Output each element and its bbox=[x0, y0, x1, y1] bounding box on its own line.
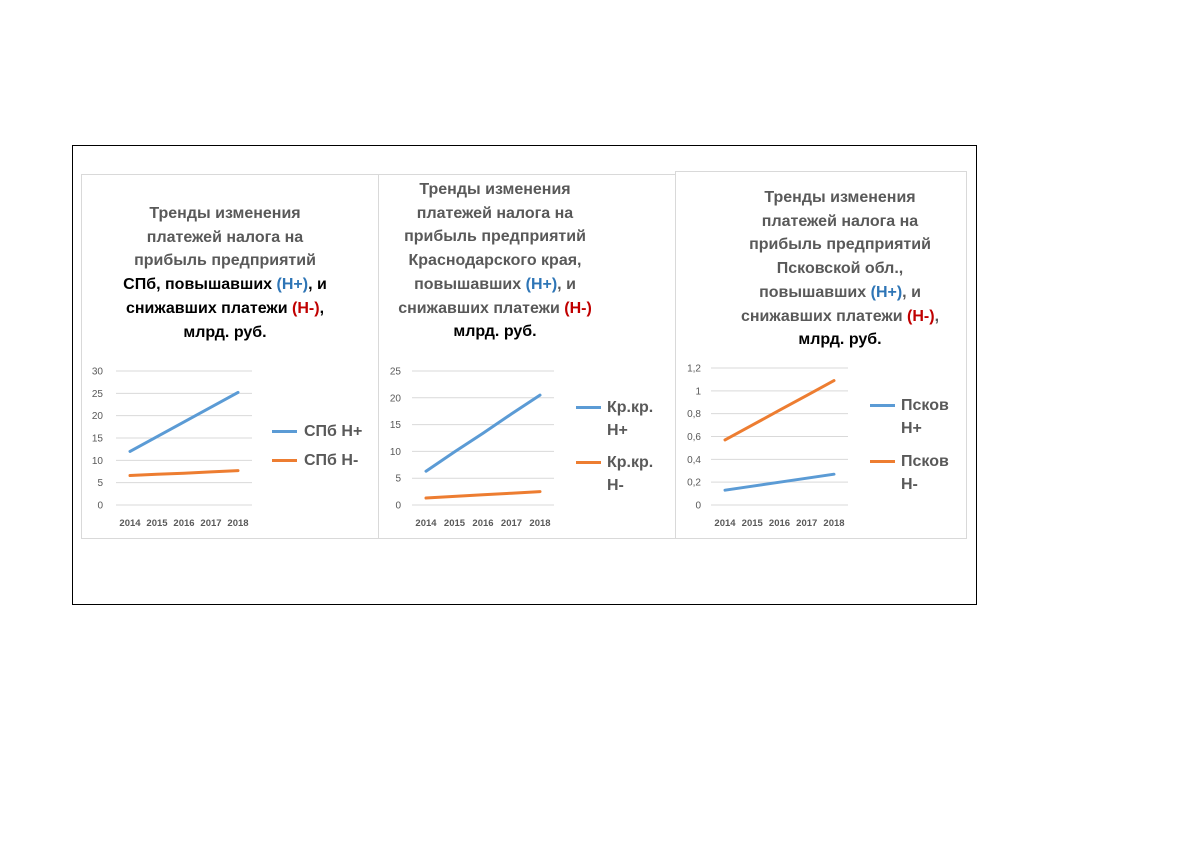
x-tick-label: 2017 bbox=[796, 518, 817, 529]
legend-label-spb-plus: СПб Н+ bbox=[304, 423, 363, 440]
legend-krasnodar: Кр.кр. Н+ Кр.кр. Н- bbox=[576, 396, 676, 506]
y-tick-label: 0,6 bbox=[687, 432, 701, 443]
title-part: платежей налога на bbox=[146, 228, 304, 246]
legend-label-pskov-minus: Псков Н- bbox=[901, 453, 949, 493]
series-line-plus bbox=[128, 390, 240, 453]
y-tick-label: 20 bbox=[390, 393, 402, 404]
series-line-minus bbox=[723, 379, 836, 442]
legend-swatch-pskov-plus bbox=[870, 404, 895, 407]
legend-pskov: Псков Н+ Псков Н- bbox=[870, 394, 970, 504]
title-part: , и bbox=[902, 283, 921, 301]
title-part: Псковской обл., bbox=[776, 260, 904, 278]
x-tick-label: 2018 bbox=[227, 518, 248, 529]
x-tick-label: 2016 bbox=[173, 518, 194, 529]
title-part: повышавших bbox=[414, 275, 526, 293]
title-part: снижавших платежи bbox=[398, 299, 565, 317]
title-part: платежей налога на bbox=[761, 212, 919, 230]
title-part: (Н+) bbox=[525, 275, 558, 293]
title-part: снижавших платежи bbox=[740, 307, 908, 325]
title-part: млрд. руб. bbox=[798, 331, 882, 349]
legend-swatch-spb-plus bbox=[272, 430, 297, 433]
title-part: Тренды изменения bbox=[419, 181, 571, 198]
x-tick-label: 2015 bbox=[444, 518, 466, 529]
x-tick-label: 2018 bbox=[529, 518, 550, 529]
y-tick-label: 0,4 bbox=[687, 455, 701, 466]
legend-swatch-spb-minus bbox=[272, 459, 297, 462]
legend-label-spb-minus: СПб Н- bbox=[304, 452, 359, 469]
series-line-minus bbox=[424, 490, 542, 500]
title-part: (Н-) bbox=[292, 299, 320, 317]
x-tick-label: 2014 bbox=[119, 518, 141, 529]
x-tick-label: 2016 bbox=[769, 518, 790, 529]
legend-spb: СПб Н+ СПб Н- bbox=[272, 420, 372, 480]
series-line-plus bbox=[723, 472, 836, 492]
y-tick-label: 0,8 bbox=[687, 409, 701, 420]
y-tick-label: 25 bbox=[390, 367, 402, 378]
chart-panel-pskov bbox=[675, 171, 967, 539]
series-line-plus bbox=[424, 393, 542, 473]
chart-panel-spb bbox=[81, 174, 379, 539]
x-tick-label: 2018 bbox=[823, 518, 844, 529]
y-tick-label: 30 bbox=[92, 367, 104, 378]
y-tick-label: 0 bbox=[97, 501, 103, 512]
x-tick-label: 2014 bbox=[415, 518, 437, 529]
title-part: (Н-) bbox=[564, 299, 592, 317]
title-part: (Н-) bbox=[907, 307, 935, 325]
y-tick-label: 0 bbox=[395, 501, 401, 512]
title-part: прибыль предприятий bbox=[404, 228, 586, 246]
x-tick-label: 2014 bbox=[714, 518, 736, 529]
title-part: повышавших bbox=[759, 283, 871, 301]
x-tick-label: 2015 bbox=[146, 518, 168, 529]
title-part: Тренды изменения bbox=[764, 189, 916, 206]
title-part: прибыль предприятий bbox=[134, 252, 316, 270]
figure-frame bbox=[72, 145, 977, 605]
legend-label-krasnodar-minus: Кр.кр. Н- bbox=[607, 454, 654, 494]
y-tick-label: 0,2 bbox=[687, 478, 701, 489]
y-tick-label: 15 bbox=[390, 420, 402, 431]
series-line-minus bbox=[128, 469, 240, 477]
title-part: , и bbox=[557, 275, 576, 293]
y-tick-label: 20 bbox=[92, 411, 104, 422]
title-part: снижавших платежи bbox=[125, 299, 293, 317]
x-tick-label: 2017 bbox=[200, 518, 221, 529]
legend-label-krasnodar-plus: Кр.кр. Н+ bbox=[607, 399, 654, 439]
title-part: платежей налога на bbox=[416, 204, 574, 222]
title-part: (Н+) bbox=[276, 276, 309, 294]
legend-swatch-pskov-minus bbox=[870, 460, 895, 463]
title-part: (Н+) bbox=[870, 283, 903, 301]
y-tick-label: 5 bbox=[395, 474, 401, 485]
title-part: млрд. руб. bbox=[183, 323, 267, 341]
chart-title-pskov: Тренды изменения платежей налога на прибыл… bbox=[724, 186, 956, 352]
y-tick-label: 10 bbox=[390, 447, 402, 458]
x-tick-label: 2016 bbox=[472, 518, 493, 529]
y-tick-label: 10 bbox=[92, 456, 104, 467]
chart-title-spb: Тренды изменения платежей налога на прибыл… bbox=[110, 202, 340, 344]
title-part: прибыль предприятий bbox=[749, 236, 931, 254]
chart-title-krasnodar: Тренды изменения платежей налога на прибыл… bbox=[378, 178, 612, 344]
title-part: Тренды изменения bbox=[149, 205, 301, 222]
y-tick-label: 0 bbox=[695, 501, 701, 512]
title-part: СПб, повышавших bbox=[123, 276, 277, 294]
title-part: , и bbox=[308, 276, 327, 294]
title-part: , bbox=[934, 307, 940, 325]
x-tick-label: 2017 bbox=[501, 518, 522, 529]
legend-label-pskov-plus: Псков Н+ bbox=[901, 397, 949, 437]
legend-swatch-krasnodar-plus bbox=[576, 406, 601, 409]
title-part: , bbox=[319, 299, 325, 317]
title-part: млрд. руб. bbox=[453, 323, 537, 341]
title-part: Краснодарского края, bbox=[408, 252, 582, 270]
x-tick-label: 2015 bbox=[742, 518, 764, 529]
y-tick-label: 15 bbox=[92, 434, 104, 445]
y-tick-label: 1,2 bbox=[687, 364, 701, 375]
y-tick-label: 25 bbox=[92, 389, 104, 400]
legend-swatch-krasnodar-minus bbox=[576, 461, 601, 464]
y-tick-label: 1 bbox=[695, 386, 701, 397]
y-tick-label: 5 bbox=[97, 478, 103, 489]
